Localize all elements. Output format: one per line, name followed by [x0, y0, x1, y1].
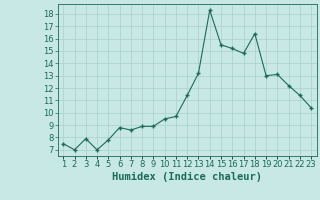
- X-axis label: Humidex (Indice chaleur): Humidex (Indice chaleur): [112, 172, 262, 182]
